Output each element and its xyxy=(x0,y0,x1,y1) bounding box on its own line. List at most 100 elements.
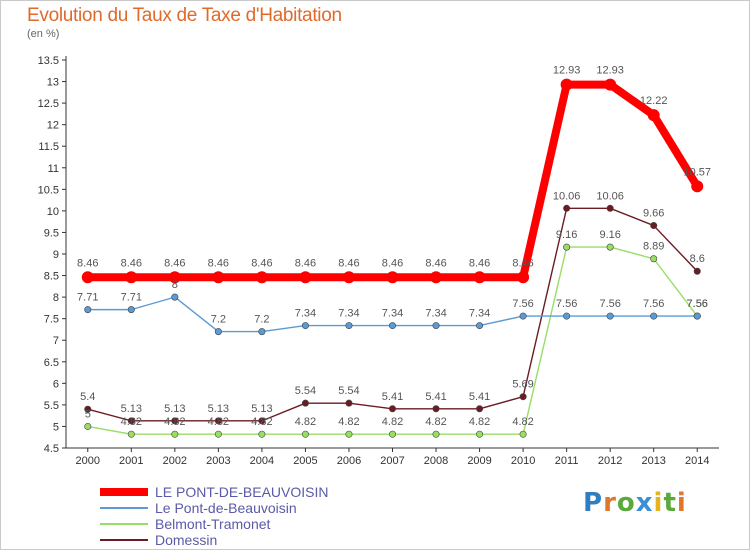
data-label: 12.22 xyxy=(640,95,668,107)
x-tick-label: 2007 xyxy=(380,455,404,467)
data-label: 5 xyxy=(85,408,91,420)
y-tick-label: 7.5 xyxy=(44,314,59,326)
data-label: 7.34 xyxy=(338,308,359,320)
data-label: 5.4 xyxy=(80,391,95,403)
data-point xyxy=(125,271,138,284)
data-point xyxy=(301,399,309,407)
x-tick-label: 2006 xyxy=(337,455,361,467)
data-label: 4.82 xyxy=(469,416,490,428)
data-label: 7.56 xyxy=(599,298,620,310)
data-label: 8.46 xyxy=(338,257,359,269)
data-point xyxy=(171,417,179,425)
data-point xyxy=(342,271,355,284)
chart-data-points xyxy=(81,78,704,438)
data-label: 4.82 xyxy=(251,416,272,428)
data-point xyxy=(301,322,309,330)
data-point xyxy=(563,204,571,212)
y-tick-label: 9 xyxy=(53,249,59,261)
data-label: 5.54 xyxy=(338,385,359,397)
x-tick-label: 2008 xyxy=(424,455,448,467)
data-label: 8 xyxy=(172,279,178,291)
y-tick-label: 5 xyxy=(53,421,59,433)
legend-swatch xyxy=(100,539,148,541)
data-point xyxy=(476,322,484,330)
data-label: 5.54 xyxy=(295,385,316,397)
data-label: 5.41 xyxy=(425,391,446,403)
data-point xyxy=(258,430,266,438)
legend-label: Le Pont-de-Beauvoisin xyxy=(155,500,297,516)
legend-label: LE PONT-DE-BEAUVOISIN xyxy=(155,484,329,500)
data-label: 4.82 xyxy=(382,416,403,428)
data-point xyxy=(171,293,179,301)
data-point xyxy=(519,393,527,401)
data-point xyxy=(432,430,440,438)
data-point xyxy=(388,405,396,413)
x-tick-label: 2010 xyxy=(511,455,535,467)
data-point xyxy=(563,312,571,320)
data-label: 9.16 xyxy=(599,229,620,241)
y-tick-label: 10.5 xyxy=(38,184,59,196)
y-tick-label: 5.5 xyxy=(44,400,59,412)
data-label: 8.46 xyxy=(121,257,142,269)
data-point xyxy=(691,180,704,193)
x-tick-label: 2014 xyxy=(685,455,709,467)
series-line xyxy=(87,80,701,282)
data-label: 9.66 xyxy=(643,208,664,220)
legend-label: Domessin xyxy=(155,532,218,548)
y-tick-label: 12 xyxy=(47,120,59,132)
data-point xyxy=(563,243,571,251)
data-point xyxy=(693,312,701,320)
data-point xyxy=(650,312,658,320)
data-point xyxy=(606,312,614,320)
y-tick-label: 13.5 xyxy=(38,55,59,67)
logo-letter: t xyxy=(663,488,677,518)
data-point xyxy=(212,271,225,284)
data-label: 7.56 xyxy=(687,298,708,310)
data-label: 9.16 xyxy=(556,229,577,241)
data-label: 7.56 xyxy=(687,298,708,310)
x-tick-label: 2012 xyxy=(598,455,622,467)
x-tick-label: 2013 xyxy=(641,455,665,467)
logo-letter: x xyxy=(635,488,654,518)
data-point xyxy=(650,222,658,230)
data-point xyxy=(127,430,135,438)
data-point xyxy=(647,109,660,122)
legend-label: Belmont-Tramonet xyxy=(155,516,271,532)
data-label: 4.82 xyxy=(512,416,533,428)
data-label: 8.89 xyxy=(643,241,664,253)
x-tick-label: 2004 xyxy=(250,455,274,467)
chart-unit-label: (en %) xyxy=(27,28,60,40)
data-point xyxy=(214,328,222,336)
data-point xyxy=(606,204,614,212)
data-point xyxy=(517,271,530,284)
x-tick-label: 2001 xyxy=(119,455,143,467)
y-tick-label: 8.5 xyxy=(44,271,59,283)
data-label: 10.06 xyxy=(553,190,581,202)
data-label: 7.34 xyxy=(425,308,446,320)
data-label: 7.2 xyxy=(211,314,226,326)
data-point xyxy=(432,322,440,330)
chart-data-labels: 5.4 5.13 5.13 5.13 5.13 5.54 5.54 5.41 5.41 5.41 5… xyxy=(77,65,711,429)
data-point xyxy=(84,422,92,430)
y-tick-label: 6 xyxy=(53,378,59,390)
data-label: 7.56 xyxy=(556,298,577,310)
y-tick-label: 8 xyxy=(53,292,59,304)
data-point xyxy=(258,417,266,425)
data-point xyxy=(519,430,527,438)
data-label: 4.82 xyxy=(164,416,185,428)
data-point xyxy=(258,328,266,336)
logo-letter: r xyxy=(603,488,617,518)
data-label: 4.82 xyxy=(208,416,229,428)
data-label: 5.13 xyxy=(208,403,229,415)
data-label: 4.82 xyxy=(121,416,142,428)
data-label: 10.06 xyxy=(596,190,624,202)
data-label: 7.34 xyxy=(295,308,316,320)
data-point xyxy=(386,271,399,284)
data-label: 8.46 xyxy=(512,257,533,269)
data-point xyxy=(127,306,135,314)
y-tick-label: 6.5 xyxy=(44,357,59,369)
data-point xyxy=(519,312,527,320)
data-point xyxy=(168,271,181,284)
data-label: 7.2 xyxy=(254,314,269,326)
